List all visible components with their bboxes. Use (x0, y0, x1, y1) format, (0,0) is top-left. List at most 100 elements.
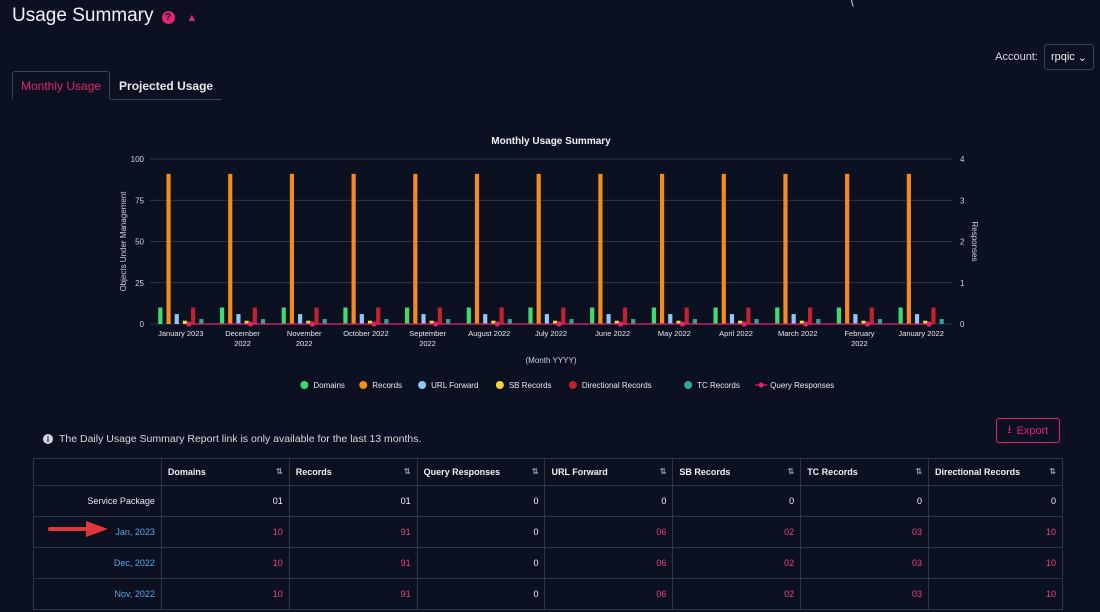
bar-domains (281, 307, 286, 324)
account-dropdown[interactable]: rpqic ⌄ (1043, 44, 1094, 70)
sort-icon[interactable]: ⇅ (1049, 467, 1056, 476)
bar-domains (158, 307, 163, 324)
bar-domains (713, 307, 718, 324)
legend-marker (684, 381, 693, 389)
bar-url-forward (668, 314, 673, 324)
column-header-records[interactable]: Records ⇅ (288, 458, 418, 486)
bar-url-forward (729, 314, 735, 324)
sort-icon[interactable]: ⇅ (659, 467, 667, 476)
point-query-responses (494, 321, 500, 327)
tab-projected-usage[interactable]: Projected Usage (110, 71, 223, 100)
sort-icon[interactable]: ⇅ (276, 467, 283, 476)
month-link[interactable]: Dec, 2022 (33, 547, 162, 579)
table-cell: 10 (160, 547, 290, 579)
bar-domains (651, 307, 656, 324)
y2-tick-label: 2 (960, 238, 965, 247)
export-button[interactable]: ⭳ Export (996, 418, 1060, 443)
y-tick-label: 0 (140, 320, 145, 329)
point-query-responses (556, 321, 562, 327)
x-tick-label: January 2022 (898, 329, 943, 338)
table-cell: 01 (160, 485, 290, 517)
export-label: Export (1016, 424, 1049, 437)
point-query-responses (371, 321, 377, 327)
bar-directional-records (746, 307, 751, 324)
month-link[interactable]: Nov, 2022 (33, 578, 162, 610)
bar-url-forward (914, 314, 920, 324)
table-row: Dec, 2022 10 91 0 06 02 03 10 (33, 547, 1063, 579)
y2-tick-label: 1 (960, 279, 965, 288)
home-icon[interactable]: ▲ (186, 11, 198, 24)
point-query-responses (803, 321, 809, 327)
bar-records (536, 173, 541, 324)
table-cell: 10 (160, 578, 290, 610)
column-header-url-forward[interactable]: URL Forward ⇅ (544, 458, 674, 486)
legend-label: SB Records (509, 381, 552, 390)
bar-url-forward (174, 314, 179, 324)
y2-tick-label: 4 (960, 155, 965, 164)
bar-directional-records (376, 307, 381, 324)
y-tick-label: 100 (131, 155, 145, 164)
account-value: rpqic (1050, 51, 1075, 63)
point-query-responses (741, 321, 747, 327)
red-arrow-annotation (48, 521, 108, 537)
tab-monthly-usage[interactable]: Monthly Usage (12, 71, 111, 100)
bar-tc-records (754, 319, 759, 324)
bar-domains (528, 307, 533, 324)
legend-marker (568, 381, 577, 389)
column-header-sb-records[interactable]: SB Records ⇅ (672, 458, 802, 486)
x-tick-label: September (409, 329, 446, 338)
bar-directional-records (561, 307, 566, 324)
bar-directional-records (622, 307, 628, 324)
point-query-responses (926, 321, 932, 327)
sort-icon[interactable]: ⇅ (787, 467, 795, 476)
mouse-cursor-icon: ⟨ (850, 0, 855, 8)
table-cell: 91 (288, 547, 418, 579)
sort-icon[interactable]: ⇅ (403, 467, 411, 476)
column-header-query-responses[interactable]: Query Responses ⇅ (416, 458, 546, 486)
column-header-directional-records[interactable]: Directional Records ⇅ (928, 458, 1063, 486)
table-cell: 0 (416, 516, 546, 548)
x-tick-label: July 2022 (535, 329, 567, 338)
table-cell: 0 (800, 485, 930, 517)
bar-directional-records (684, 307, 689, 324)
chart-title: Monthly Usage Summary (491, 136, 611, 147)
bar-url-forward (236, 314, 241, 324)
table-cell: 0 (928, 485, 1063, 517)
y2-tick-label: 0 (960, 320, 965, 329)
point-query-responses (864, 321, 871, 327)
bar-records (598, 173, 603, 324)
column-header-tc-records[interactable]: TC Records ⇅ (800, 458, 930, 486)
legend-label: Domains (313, 381, 345, 390)
x-tick-label: January 2023 (158, 329, 203, 338)
bar-records (474, 173, 480, 324)
x-tick-label: November (287, 329, 322, 338)
month-link[interactable]: Jan, 2023 (33, 516, 162, 548)
bar-records (659, 173, 665, 324)
bar-directional-records (191, 307, 196, 324)
x-tick-label: 2022 (419, 339, 436, 348)
bar-url-forward (298, 314, 303, 324)
bar-tc-records (692, 319, 697, 324)
bar-tc-records (939, 319, 944, 324)
legend-marker (300, 381, 309, 389)
bar-sb-records (244, 320, 249, 324)
bar-sb-records (491, 320, 496, 324)
table-cell: 0 (544, 485, 674, 517)
x-tick-label: April 2022 (719, 329, 753, 338)
table-row: Jan, 2023 10 91 0 06 02 03 10 (33, 516, 1063, 548)
bar-domains (343, 307, 348, 324)
table-cell: 91 (288, 578, 418, 610)
y2-tick-label: 3 (960, 196, 965, 205)
sort-icon[interactable]: ⇅ (531, 467, 539, 476)
bar-url-forward (606, 314, 611, 324)
row-label: Service Package (33, 485, 162, 517)
point-query-responses (247, 321, 254, 327)
help-icon[interactable]: ? (161, 11, 175, 24)
bar-directional-records (437, 307, 443, 324)
y-tick-label: 25 (135, 279, 144, 288)
bar-tc-records (199, 319, 204, 324)
sort-icon[interactable]: ⇅ (915, 467, 923, 476)
table-cell: 0 (416, 485, 546, 517)
column-header-domains[interactable]: Domains ⇅ (160, 458, 290, 486)
bar-url-forward (359, 314, 364, 324)
